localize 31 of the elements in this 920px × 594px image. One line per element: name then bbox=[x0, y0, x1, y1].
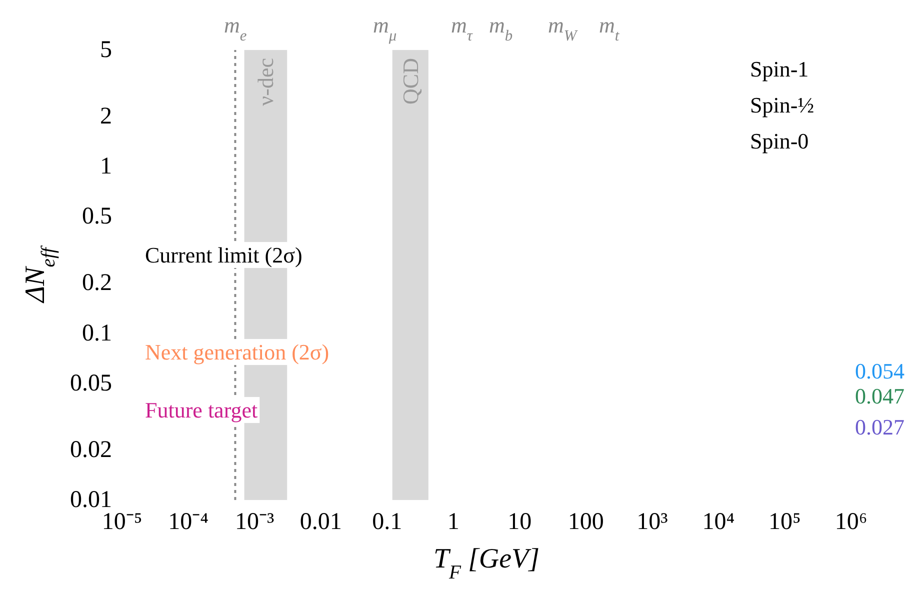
y-tick-label: 0.02 bbox=[70, 436, 112, 463]
y-tick-label: 0.1 bbox=[82, 320, 112, 346]
y-tick-label: 5 bbox=[100, 37, 112, 63]
y-tick-label: 2 bbox=[100, 103, 112, 130]
annotation: Future target bbox=[145, 398, 258, 422]
x-tick-label: 10 bbox=[508, 509, 532, 535]
y-tick-label: 1 bbox=[100, 154, 112, 180]
x-tick-label: 100 bbox=[568, 509, 604, 535]
band-label: QCD bbox=[398, 58, 423, 104]
annotation: Spin-½ bbox=[750, 92, 814, 118]
annotation: Spin-1 bbox=[750, 56, 809, 82]
x-tick-label: 0.01 bbox=[300, 509, 342, 535]
text: 0.047 bbox=[855, 384, 904, 408]
x-tick-label: 10⁶ bbox=[834, 509, 868, 535]
text: 0.027 bbox=[855, 414, 904, 440]
annotation: Spin-0 bbox=[750, 128, 809, 154]
y-tick-label: 0.2 bbox=[82, 270, 112, 296]
y-tick-label: 0.05 bbox=[70, 370, 112, 396]
text: 0.054 bbox=[855, 358, 904, 384]
x-tick-label: 0.1 bbox=[372, 509, 402, 535]
annotation: Next generation (2σ) bbox=[145, 340, 330, 364]
x-tick-label: 10⁻⁴ bbox=[168, 509, 208, 535]
x-tick-label: 10³ bbox=[636, 509, 668, 535]
y-tick-label: 0.5 bbox=[82, 204, 112, 230]
band-label: ν-dec bbox=[253, 58, 278, 106]
annotation: Current limit (2σ) bbox=[145, 242, 302, 268]
y-axis-title: ΔNeff bbox=[20, 245, 60, 304]
x-tick-label: 10⁵ bbox=[768, 509, 801, 535]
x-tick-label: 10⁻³ bbox=[234, 509, 274, 535]
x-tick-label: 1 bbox=[447, 509, 460, 535]
x-tick-label: 10⁴ bbox=[702, 509, 735, 535]
